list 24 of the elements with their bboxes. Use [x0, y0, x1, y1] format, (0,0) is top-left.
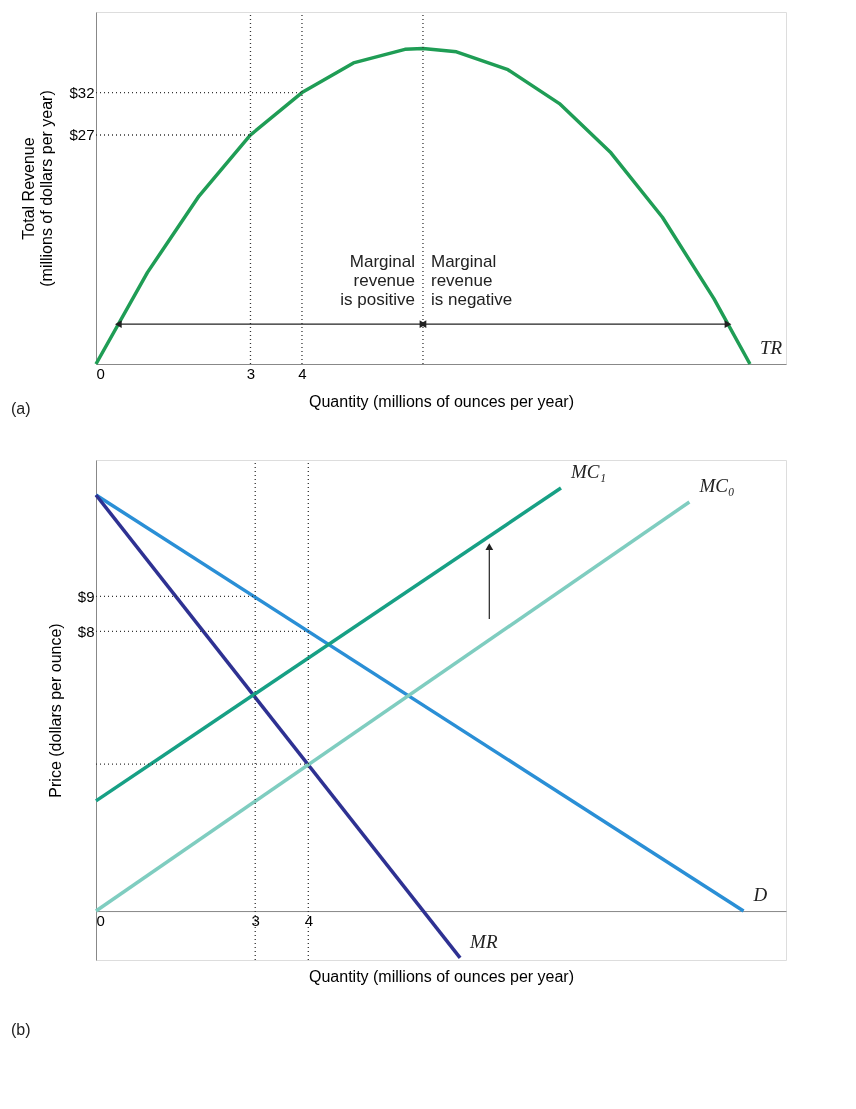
x-axis-title: Quantity (millions of ounces per year): [309, 392, 574, 410]
x-tick-label: 3: [246, 364, 256, 382]
annotation: Marginal revenue is negative: [430, 251, 513, 309]
line-series: [94, 46, 752, 366]
series-label: TR: [759, 337, 783, 358]
x-tick-label: 0: [96, 364, 105, 382]
y-tick-label: $9: [77, 587, 95, 605]
series-label: MC₀: [698, 474, 735, 496]
text: (b): [11, 1021, 31, 1038]
x-tick-label: 4: [304, 911, 313, 929]
y-tick-label: $8: [77, 622, 95, 640]
series-label: D: [752, 884, 768, 906]
x-axis-title: Quantity (millions of ounces per year): [309, 967, 574, 985]
x-tick-label: 4: [298, 364, 307, 382]
text: (a): [11, 400, 31, 417]
x-tick-label: 3: [251, 911, 260, 929]
series-label: MR: [469, 930, 498, 952]
annotation: Marginal revenue is positive: [340, 251, 415, 309]
y-axis-title: Total Revenue (millions of dollars per year): [20, 90, 56, 287]
y-axis-title: Price (dollars per ounce): [46, 623, 64, 798]
series-label: MC₁: [569, 460, 607, 482]
y-tick-label: $27: [69, 126, 95, 144]
x-tick-label: 0: [96, 911, 105, 929]
y-tick-label: $32: [69, 84, 95, 102]
